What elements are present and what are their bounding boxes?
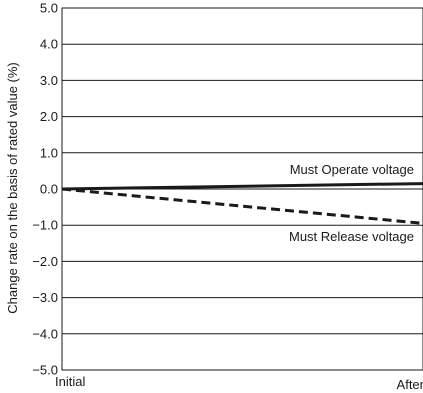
y-tick-label: −5.0 — [32, 363, 58, 378]
y-tick-labels: 5.0 4.0 3.0 2.0 1.0 0.0 −1.0 −2.0 −3.0 −4.0 −5.0 — [32, 1, 58, 378]
y-tick-label: 2.0 — [40, 109, 58, 124]
y-tick-label: −2.0 — [32, 254, 58, 269]
x-tick-label-initial: Initial — [55, 374, 85, 389]
series-line-must-operate — [61, 182, 423, 191]
x-tick-label-after: After — [397, 377, 423, 392]
y-tick-label: 1.0 — [40, 145, 58, 160]
series-line-must-release — [61, 187, 423, 225]
series-label-must-operate: Must Operate voltage — [290, 162, 414, 177]
plot-frame — [61, 7, 423, 371]
y-tick-label: −1.0 — [32, 218, 58, 233]
y-tick-label: −4.0 — [32, 326, 58, 341]
y-tick-label: 4.0 — [40, 37, 58, 52]
y-tick-label: 0.0 — [40, 182, 58, 197]
y-tick-label: 3.0 — [40, 73, 58, 88]
y-axis-label: Change rate on the basis of rated value … — [5, 62, 20, 313]
y-tick-label: −3.0 — [32, 290, 58, 305]
series-label-must-release: Must Release voltage — [289, 229, 414, 244]
y-tick-label: 5.0 — [40, 1, 58, 16]
series-lines — [61, 182, 423, 225]
